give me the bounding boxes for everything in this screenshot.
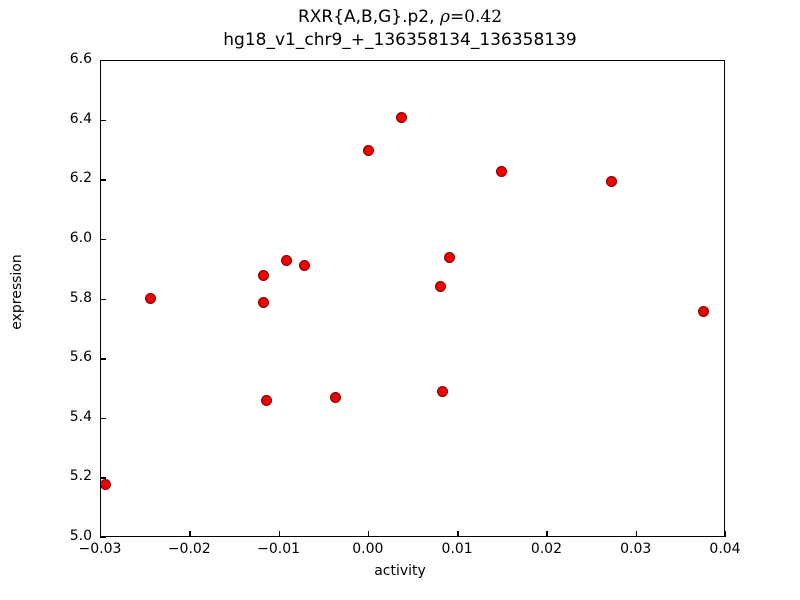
y-tick-mark xyxy=(100,477,106,479)
x-tick-mark xyxy=(546,531,548,537)
data-point xyxy=(495,165,507,177)
x-tick-mark xyxy=(635,531,638,537)
x-axis-label: activity xyxy=(374,563,426,579)
x-tick-label: −0.03 xyxy=(78,541,122,557)
correlation-value: =0.42 xyxy=(449,7,503,27)
y-tick-mark xyxy=(100,358,106,360)
y-tick-label: 5.2 xyxy=(69,468,92,485)
x-tick-mark xyxy=(278,531,280,537)
chart-title-line-1: RXR{A,B,G}.p2, ρ=0.42 xyxy=(0,6,800,29)
x-tick-mark xyxy=(100,531,102,537)
title-motif-name: RXR{A,B,G}.p2, xyxy=(297,7,440,27)
y-tick-mark xyxy=(100,119,106,122)
data-points-layer xyxy=(101,61,724,536)
data-point xyxy=(363,144,375,156)
data-point xyxy=(299,259,311,271)
y-tick-label: 5.4 xyxy=(69,408,92,425)
y-tick-mark xyxy=(100,417,106,420)
x-tick-label: 0.02 xyxy=(530,541,562,557)
y-tick-label: 5.8 xyxy=(69,289,92,306)
data-point xyxy=(434,280,446,292)
y-tick-label: 6.4 xyxy=(69,110,92,127)
x-tick-mark xyxy=(367,531,370,537)
x-tick-mark xyxy=(457,531,459,537)
chart-title-line-2: hg18_v1_chr9_+_136358134_136358139 xyxy=(223,30,577,50)
x-tick-label: −0.02 xyxy=(167,541,211,557)
x-tick-label: 0.01 xyxy=(441,541,473,557)
y-tick-mark xyxy=(100,537,106,539)
chart-title: RXR{A,B,G}.p2, ρ=0.42 hg18_v1_chr9_+_136… xyxy=(0,6,800,52)
data-point xyxy=(436,386,448,398)
x-tick-mark xyxy=(189,531,191,537)
data-point xyxy=(698,305,710,317)
y-tick-label: 6.2 xyxy=(69,170,92,187)
x-tick-label: 0.04 xyxy=(709,541,741,557)
data-point xyxy=(260,395,272,407)
y-tick-label: 6.6 xyxy=(69,51,92,67)
data-point xyxy=(144,292,156,304)
y-axis-label: expression xyxy=(9,254,25,330)
y-tick-label: 5.0 xyxy=(69,528,92,544)
plot-axes-frame xyxy=(100,60,725,537)
y-tick-mark xyxy=(100,179,106,181)
data-point xyxy=(396,112,408,124)
x-tick-label: −0.01 xyxy=(257,541,301,557)
data-point xyxy=(330,392,342,404)
data-point xyxy=(101,478,111,490)
x-tick-label: 0.00 xyxy=(352,541,384,557)
data-point xyxy=(281,255,293,267)
y-tick-label: 6.0 xyxy=(69,229,92,246)
y-tick-mark xyxy=(100,238,106,241)
data-point xyxy=(606,176,618,188)
rho-symbol: ρ xyxy=(439,7,450,27)
data-point xyxy=(443,252,455,264)
y-tick-mark xyxy=(100,60,106,62)
x-tick-label: 0.03 xyxy=(620,541,652,557)
x-tick-mark xyxy=(725,531,727,537)
data-point xyxy=(258,296,269,308)
y-tick-label: 5.6 xyxy=(69,349,92,366)
data-point xyxy=(258,270,269,282)
y-tick-mark xyxy=(100,298,106,300)
